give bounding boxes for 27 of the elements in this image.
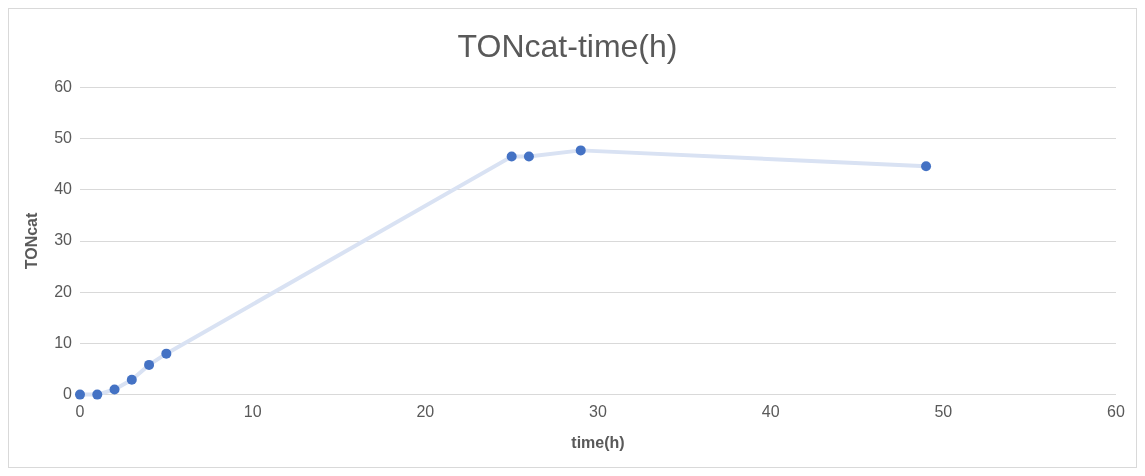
x-tick-label: 0: [75, 402, 85, 420]
point: [523, 151, 534, 162]
x-tick-label: 30: [589, 402, 607, 420]
chart-title: TONcat-time(h): [457, 28, 678, 65]
point: [921, 161, 932, 172]
x-tick-label: 10: [243, 402, 262, 420]
point: [506, 151, 517, 162]
point: [575, 145, 586, 156]
point: [161, 348, 172, 359]
x-axis-title: time(h): [571, 433, 625, 451]
x-tick-label: 20: [416, 402, 435, 420]
point: [75, 389, 85, 400]
y-tick-label: 10: [54, 333, 73, 351]
y-axis-title: TONcat: [23, 212, 41, 270]
point: [92, 389, 103, 400]
y-tick-label: 60: [54, 77, 73, 95]
y-tick-label: 20: [54, 282, 73, 300]
x-tick-label: 60: [1107, 402, 1125, 420]
y-tick-label: 40: [54, 180, 73, 198]
y-tick-label: 50: [54, 129, 73, 147]
x-tick-label: 40: [761, 402, 780, 420]
x-tick-label: 50: [934, 402, 953, 420]
point: [126, 374, 137, 385]
y-tick-label: 30: [54, 231, 73, 249]
y-tick-label: 0: [63, 385, 73, 403]
point: [109, 384, 120, 395]
point: [144, 359, 155, 370]
